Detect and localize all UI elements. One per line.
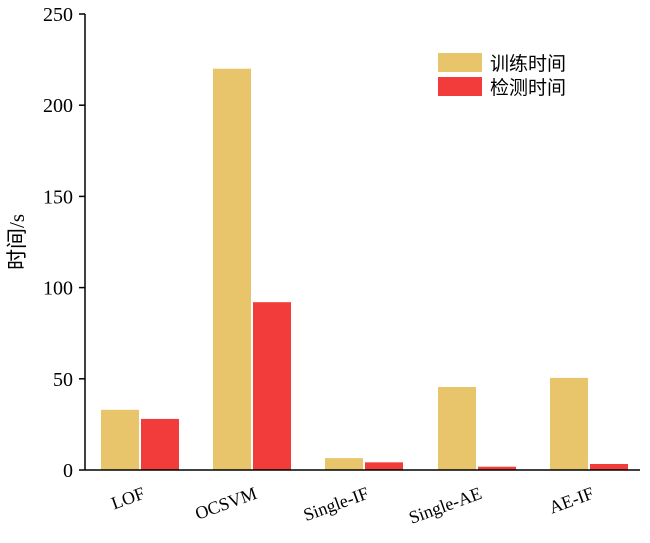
bar-training-single-ae bbox=[438, 387, 476, 470]
y-tick-label: 50 bbox=[53, 369, 73, 391]
legend-label: 训练时间 bbox=[490, 53, 566, 75]
bar-detection-single-if bbox=[365, 462, 403, 470]
x-category-labels: LOF OCSVM Single-IF Single-AE AE-IF bbox=[109, 483, 597, 528]
y-axis-title: 时间/s bbox=[5, 214, 29, 270]
bars-group bbox=[101, 68, 628, 470]
x-category-label: OCSVM bbox=[192, 483, 259, 524]
x-category-label: AE-IF bbox=[546, 483, 596, 518]
y-tick-label: 100 bbox=[43, 278, 73, 300]
x-category-label: LOF bbox=[109, 483, 148, 513]
y-tick-label: 250 bbox=[43, 4, 73, 26]
bar-training-ae-if bbox=[550, 377, 588, 470]
bar-training-single-if bbox=[325, 458, 363, 470]
bar-detection-single-ae bbox=[478, 466, 516, 470]
bar-detection-ocsvm bbox=[253, 302, 291, 470]
x-category-label: Single-AE bbox=[406, 483, 484, 528]
y-ticks-group: 0 50 100 150 200 250 bbox=[43, 4, 85, 482]
legend-swatch bbox=[438, 53, 482, 72]
x-category-label: Single-IF bbox=[301, 483, 372, 525]
bar-detection-ae-if bbox=[590, 463, 628, 470]
legend-label: 检测时间 bbox=[490, 77, 566, 99]
bar-training-ocsvm bbox=[213, 68, 251, 470]
legend-swatch bbox=[438, 77, 482, 96]
axes-group bbox=[84, 14, 640, 471]
y-tick-label: 0 bbox=[63, 460, 73, 482]
y-tick-label: 150 bbox=[43, 186, 73, 208]
y-tick-label: 200 bbox=[43, 95, 73, 117]
bar-training-lof bbox=[101, 409, 139, 470]
bar-detection-lof bbox=[141, 418, 179, 470]
